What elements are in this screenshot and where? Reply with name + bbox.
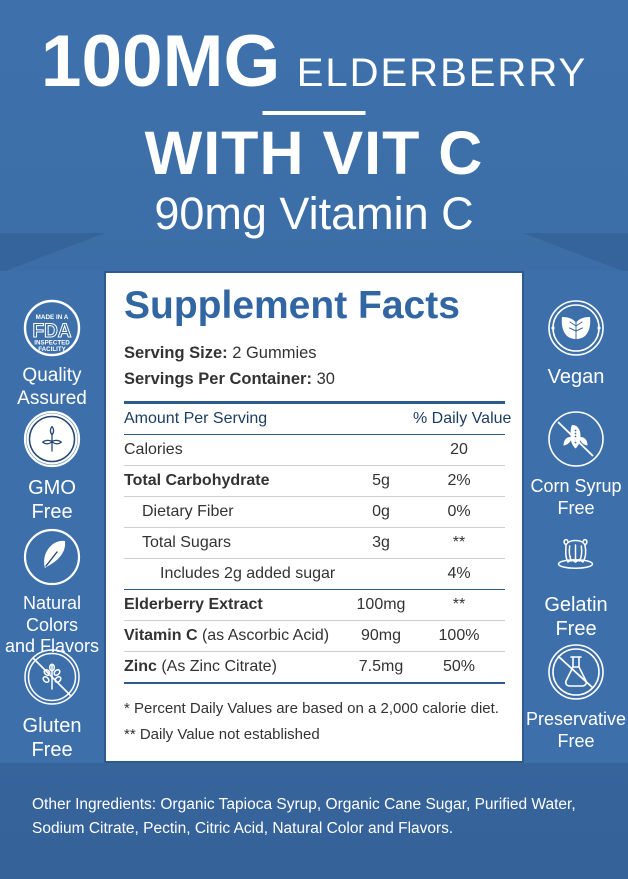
svg-text:MADE IN A: MADE IN A [36, 314, 69, 321]
svg-text:FACILITY: FACILITY [38, 346, 66, 353]
